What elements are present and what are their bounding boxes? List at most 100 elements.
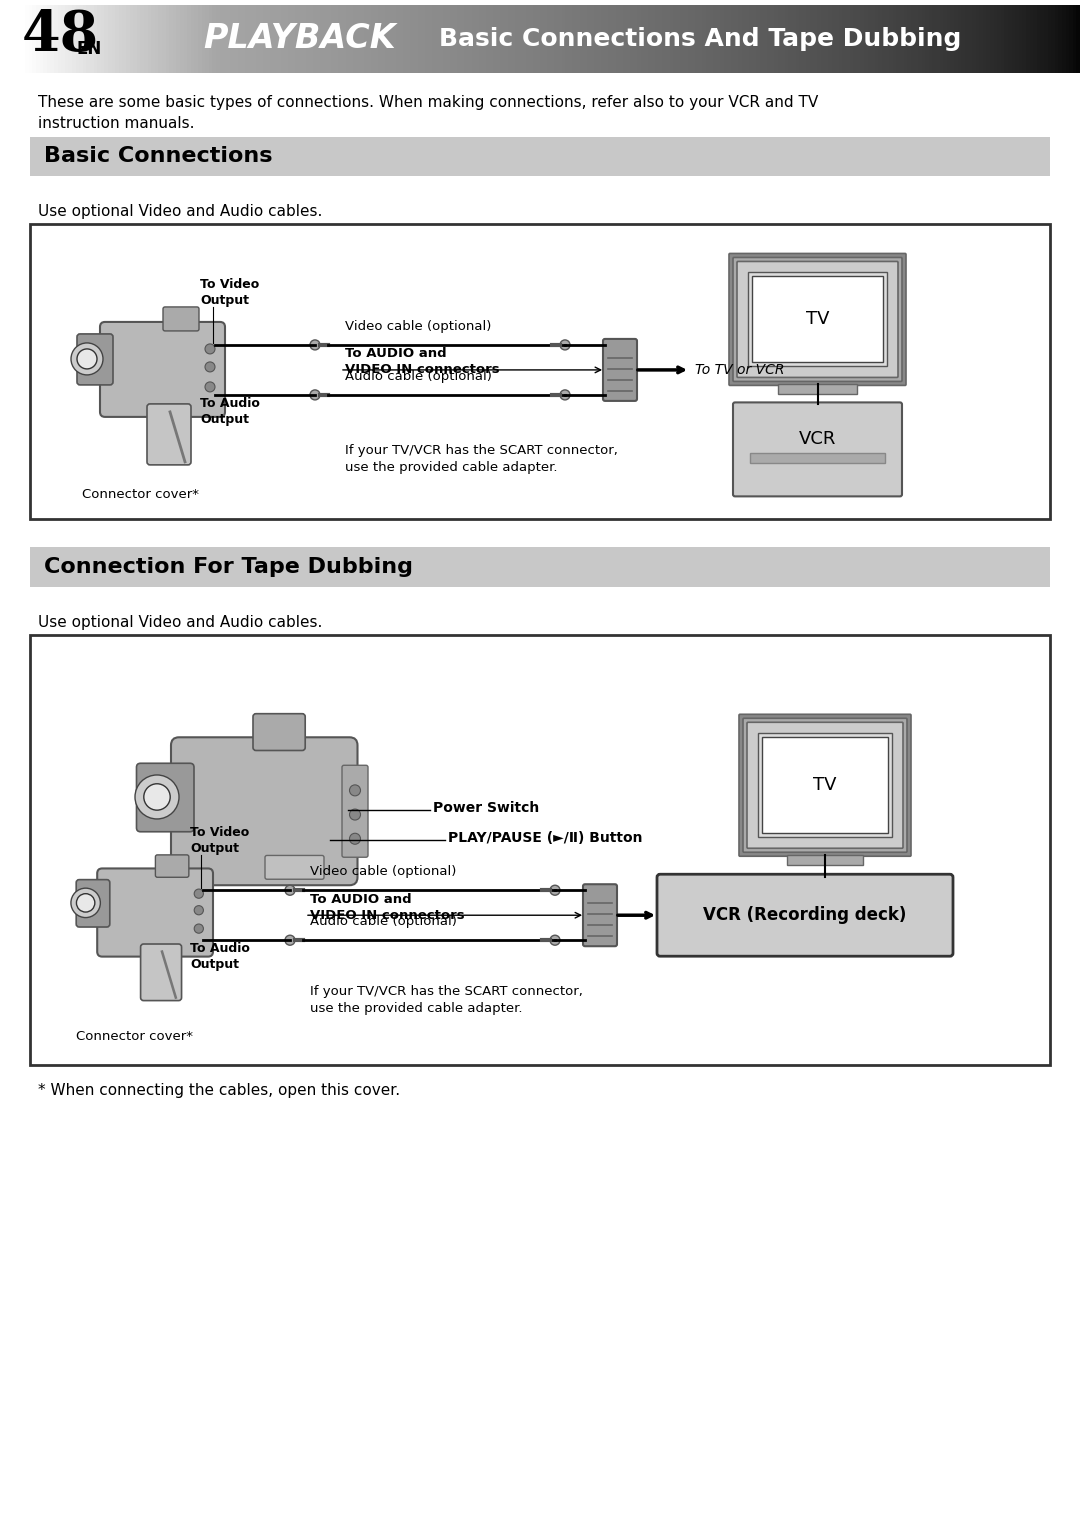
Text: VCR (Recording deck): VCR (Recording deck)	[703, 906, 907, 924]
Text: If your TV/VCR has the SCART connector,
use the provided cable adapter.: If your TV/VCR has the SCART connector, …	[310, 986, 583, 1015]
Bar	[497, 5, 500, 72]
Bar	[432, 5, 435, 72]
Bar	[1058, 5, 1062, 72]
Bar	[173, 5, 176, 72]
Bar	[576, 5, 580, 72]
Bar	[767, 5, 770, 72]
Bar	[454, 5, 457, 72]
Bar	[295, 5, 299, 72]
Bar	[702, 5, 705, 72]
Bar	[464, 5, 468, 72]
Bar	[878, 5, 882, 72]
Bar	[875, 5, 878, 72]
Bar	[83, 5, 86, 72]
Bar	[662, 5, 666, 72]
Bar	[97, 5, 100, 72]
Bar	[508, 5, 511, 72]
FancyBboxPatch shape	[140, 944, 181, 1001]
Bar	[1077, 5, 1080, 72]
Text: TV: TV	[806, 311, 829, 328]
Bar	[983, 5, 986, 72]
Bar	[446, 5, 450, 72]
Bar	[980, 5, 983, 72]
Bar	[30, 136, 1050, 176]
Bar	[756, 5, 759, 72]
Bar	[159, 5, 162, 72]
Bar	[716, 5, 720, 72]
Bar	[299, 5, 302, 72]
Bar	[1008, 5, 1012, 72]
Bar	[569, 5, 572, 72]
FancyBboxPatch shape	[729, 253, 906, 385]
Bar	[504, 5, 508, 72]
Bar	[32, 5, 36, 72]
Bar	[540, 5, 543, 72]
Bar	[634, 5, 637, 72]
Bar	[691, 5, 694, 72]
FancyBboxPatch shape	[733, 258, 902, 382]
Bar	[710, 5, 713, 72]
Bar	[140, 5, 144, 72]
Bar	[65, 5, 68, 72]
Bar	[630, 5, 634, 72]
Bar	[418, 5, 421, 72]
Bar	[79, 5, 83, 72]
Text: Basic Connections And Tape Dubbing: Basic Connections And Tape Dubbing	[438, 26, 961, 51]
Bar	[846, 5, 850, 72]
Bar	[936, 5, 940, 72]
Text: Audio cable (optional): Audio cable (optional)	[345, 369, 491, 383]
Bar	[1018, 5, 1023, 72]
Bar	[198, 5, 202, 72]
Bar	[292, 5, 295, 72]
Circle shape	[77, 350, 97, 369]
Bar	[154, 5, 159, 72]
Bar	[62, 5, 65, 72]
Bar	[486, 5, 489, 72]
Bar	[688, 5, 691, 72]
Bar	[554, 5, 558, 72]
Bar	[234, 5, 238, 72]
Bar	[666, 5, 670, 72]
Bar	[1004, 5, 1008, 72]
Bar	[349, 5, 353, 72]
Bar	[778, 385, 856, 394]
Bar	[472, 5, 475, 72]
Bar	[36, 5, 40, 72]
Bar	[699, 5, 702, 72]
Bar	[882, 5, 886, 72]
Bar	[907, 5, 910, 72]
Bar	[824, 5, 828, 72]
Bar	[227, 5, 230, 72]
Bar	[969, 5, 972, 72]
Bar	[205, 5, 208, 72]
Bar	[619, 5, 623, 72]
Bar	[187, 5, 191, 72]
Bar	[230, 5, 234, 72]
Bar	[489, 5, 494, 72]
Bar	[40, 5, 43, 72]
Text: To AUDIO and
VIDEO IN connectors: To AUDIO and VIDEO IN connectors	[310, 892, 464, 921]
FancyBboxPatch shape	[737, 262, 897, 377]
Bar	[335, 5, 338, 72]
Text: Connector cover*: Connector cover*	[77, 1030, 193, 1042]
Circle shape	[550, 935, 561, 946]
Bar	[810, 5, 813, 72]
Bar	[764, 5, 767, 72]
Bar	[461, 5, 464, 72]
Text: To Video
Output: To Video Output	[190, 826, 249, 855]
Circle shape	[71, 888, 100, 918]
Circle shape	[144, 783, 171, 809]
Bar	[435, 5, 440, 72]
FancyBboxPatch shape	[163, 307, 199, 331]
Bar	[835, 5, 839, 72]
Bar	[76, 5, 79, 72]
Bar	[893, 5, 896, 72]
Bar	[281, 5, 284, 72]
Bar	[821, 5, 824, 72]
Bar	[148, 5, 151, 72]
Bar	[367, 5, 370, 72]
Bar	[1026, 5, 1029, 72]
Bar	[872, 5, 875, 72]
FancyBboxPatch shape	[97, 868, 213, 957]
Bar	[738, 5, 742, 72]
